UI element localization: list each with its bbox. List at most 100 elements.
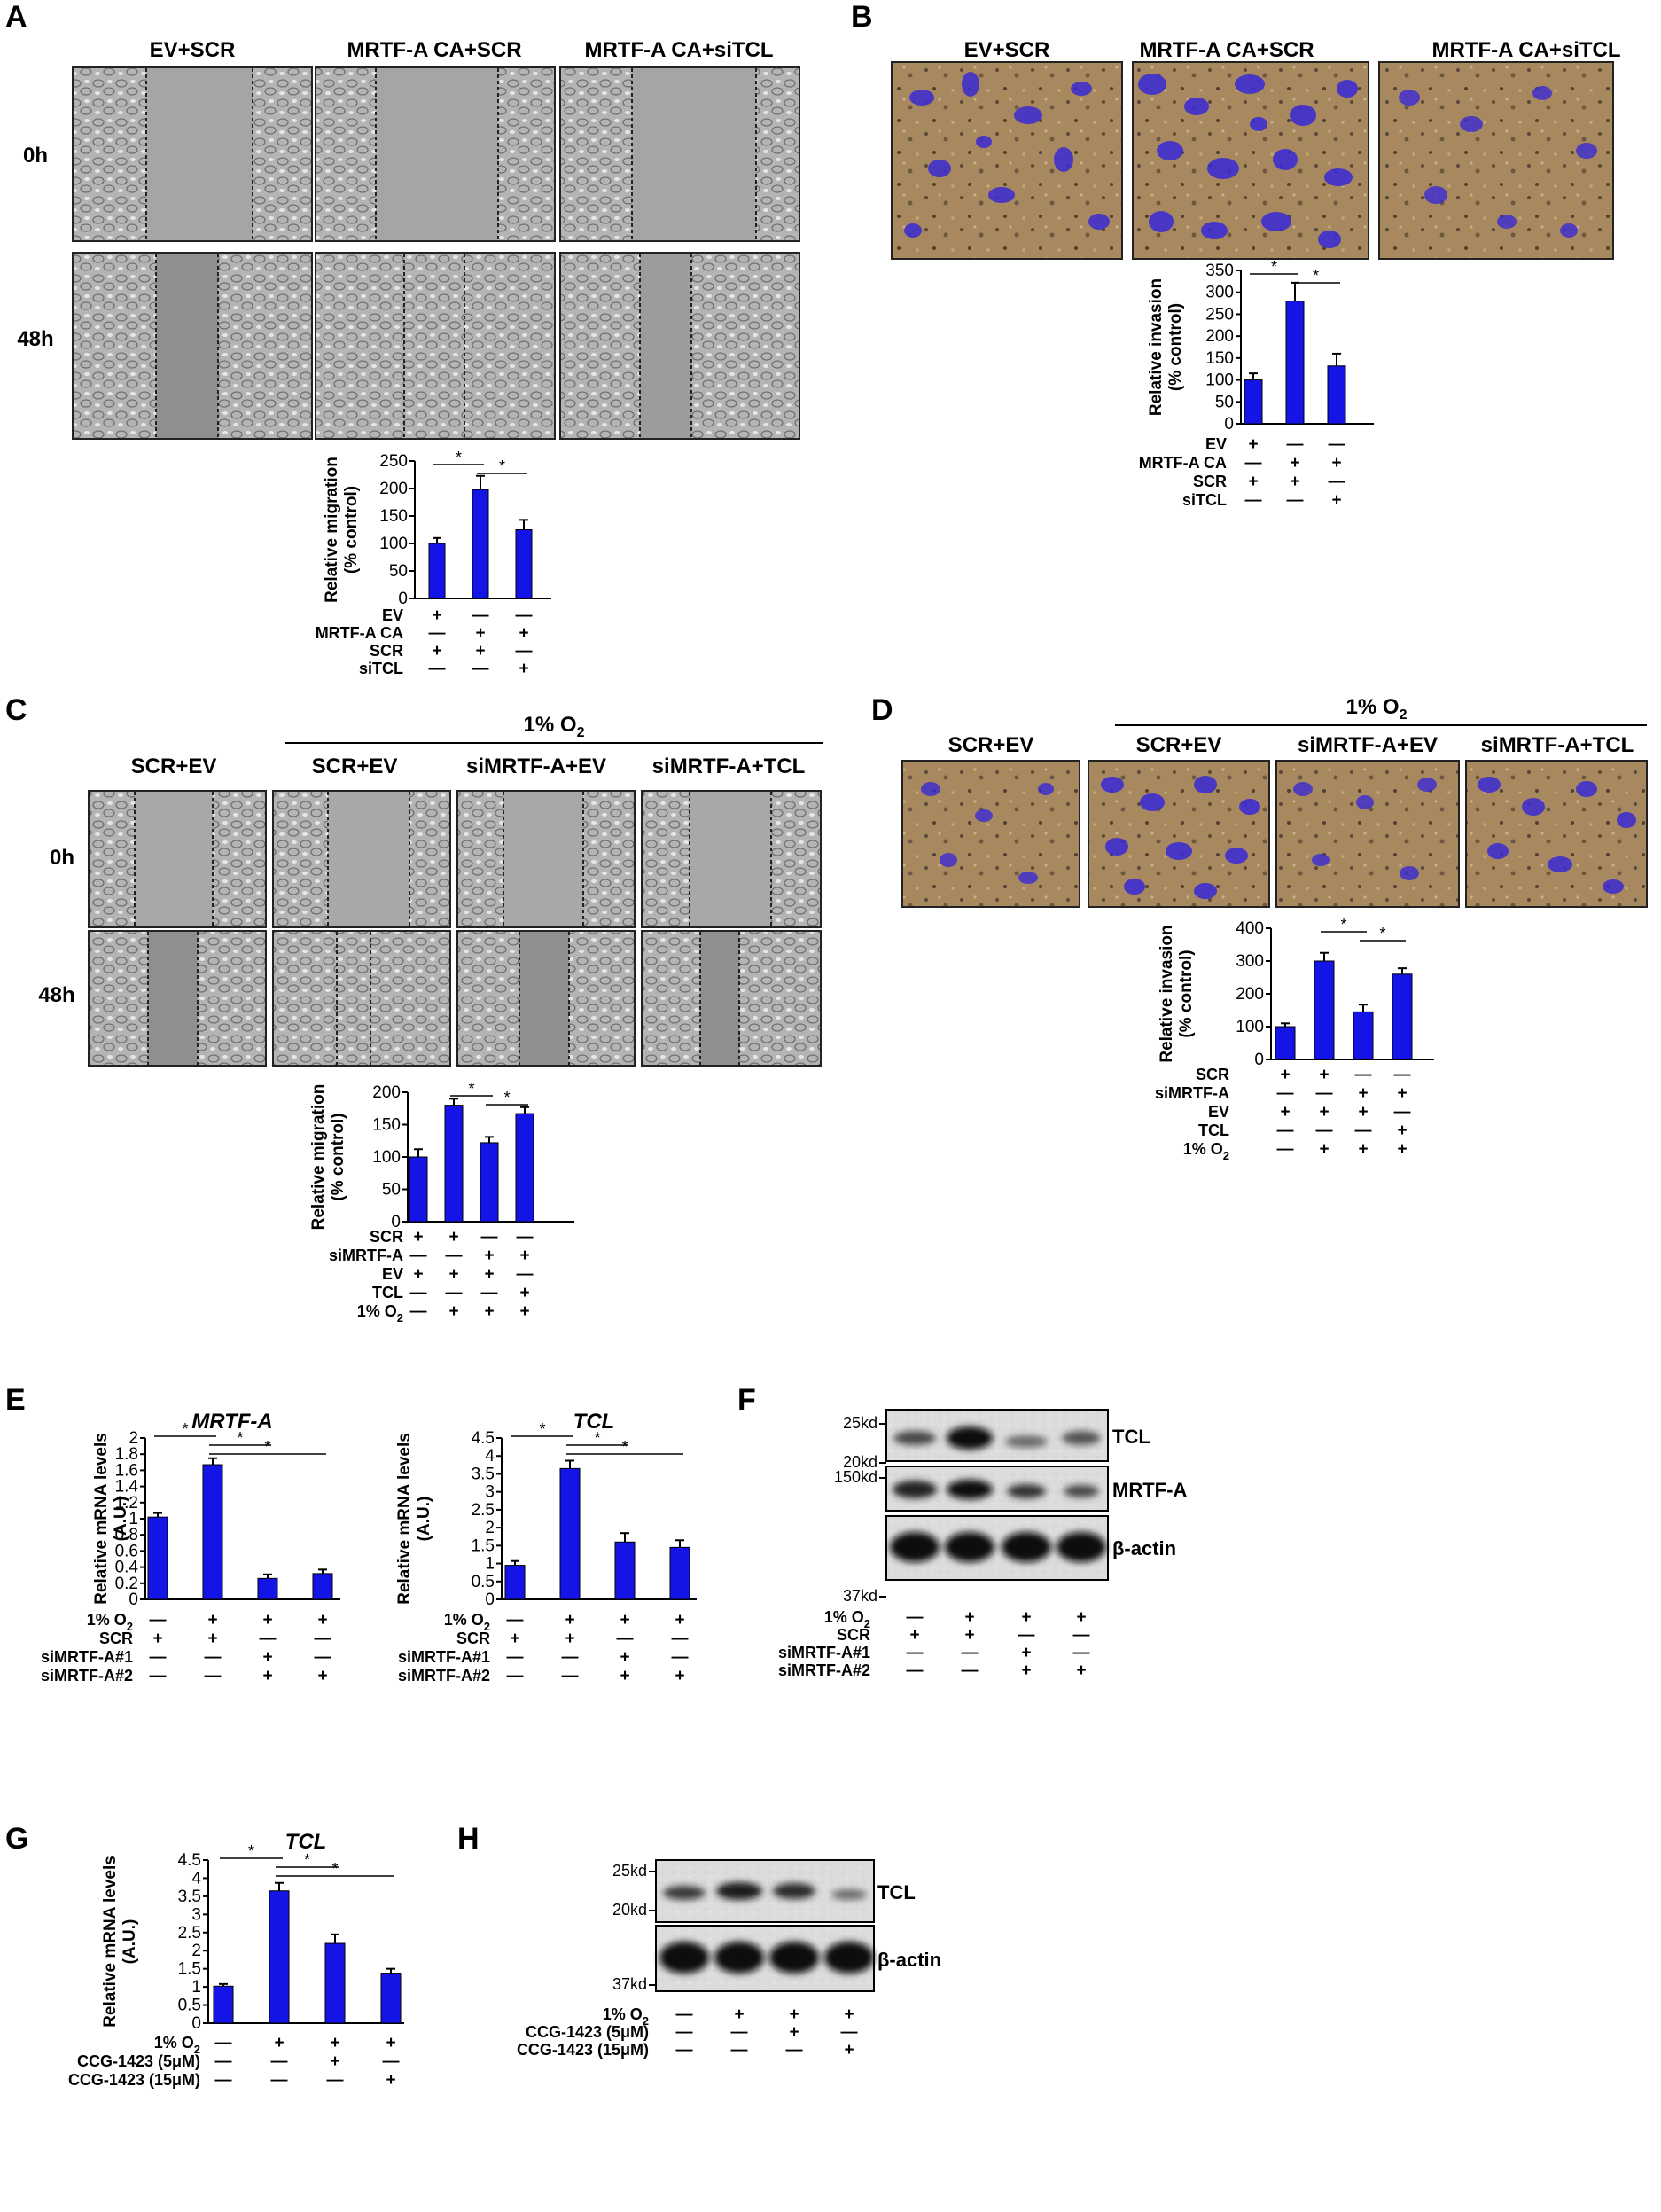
condition-sign: — bbox=[1073, 1644, 1090, 1662]
y-axis-label-line: Relative migration bbox=[309, 1084, 328, 1231]
condition-label: siMRTF-A bbox=[329, 1247, 403, 1264]
condition-sign: — bbox=[676, 2041, 693, 2060]
y-tick-label: 3 bbox=[485, 1483, 495, 1502]
condition-sign: — bbox=[1277, 1140, 1294, 1159]
condition-label: siMRTF-A#1 bbox=[41, 1648, 133, 1666]
condition-label: 1% O2 bbox=[603, 2005, 649, 2028]
bar bbox=[669, 1546, 690, 1600]
scratch-image bbox=[72, 66, 313, 242]
condition-sign: — bbox=[150, 1611, 167, 1630]
condition-sign: — bbox=[215, 2034, 232, 2052]
condition-label: SCR bbox=[1193, 473, 1227, 490]
panel-a-header-2: MRTF-A CA+SCR bbox=[347, 38, 521, 62]
marker-37kd: 37kd bbox=[843, 1587, 877, 1605]
condition-sign: + bbox=[789, 2005, 799, 2024]
y-tick-label: 100 bbox=[379, 535, 408, 553]
panel-c-row-48h: 48h bbox=[38, 983, 74, 1007]
condition-sign: — bbox=[1394, 1066, 1411, 1084]
condition-sign: + bbox=[1280, 1066, 1290, 1084]
condition-label: EV bbox=[382, 1265, 403, 1283]
condition-sign: + bbox=[330, 2052, 339, 2071]
condition-sign: + bbox=[675, 1611, 684, 1630]
panel-c-header-3: siMRTF-A+EV bbox=[466, 754, 606, 778]
y-tick-label: 350 bbox=[1205, 262, 1234, 280]
chart-title: TCL bbox=[285, 1830, 327, 1854]
bar bbox=[559, 1467, 581, 1600]
panel-d-bracket-label: 1% O2 bbox=[1346, 695, 1408, 723]
significance-star: * bbox=[182, 1420, 188, 1438]
condition-sign: + bbox=[386, 2034, 395, 2052]
condition-sign: — bbox=[962, 1644, 979, 1662]
panel-letter-c: C bbox=[5, 693, 27, 727]
y-axis-label-line: Relative mRNA levels bbox=[92, 1433, 111, 1605]
scratch-image bbox=[272, 790, 451, 928]
panel-letter-f: F bbox=[737, 1383, 756, 1417]
condition-sign: + bbox=[448, 1228, 458, 1247]
significance-star: * bbox=[621, 1438, 628, 1456]
condition-sign: — bbox=[676, 2005, 693, 2024]
y-tick-label: 0.5 bbox=[472, 1573, 495, 1591]
condition-label: siTCL bbox=[359, 660, 403, 677]
condition-sign: + bbox=[1076, 1608, 1086, 1627]
y-tick-label: 2 bbox=[485, 1519, 495, 1537]
condition-sign: + bbox=[620, 1648, 629, 1667]
bar bbox=[147, 1516, 168, 1600]
marker-25kd: 25kd bbox=[612, 1862, 647, 1880]
invasion-image bbox=[1088, 760, 1270, 908]
significance-star: * bbox=[1271, 258, 1277, 276]
bar bbox=[257, 1577, 278, 1600]
invasion-image bbox=[1378, 61, 1614, 260]
condition-sign: + bbox=[1021, 1644, 1031, 1662]
y-axis-label-line: (% control) bbox=[1166, 303, 1185, 391]
marker-20kd: 20kd bbox=[612, 1901, 647, 1919]
scratch-image bbox=[641, 790, 822, 928]
y-tick-label: 0 bbox=[398, 590, 408, 608]
condition-sign: + bbox=[964, 1626, 974, 1645]
significance-star: * bbox=[468, 1080, 474, 1098]
y-tick-label: 150 bbox=[372, 1116, 401, 1135]
condition-sign: + bbox=[519, 1247, 529, 1265]
panel-h-condition-table: 1% O2— + + +CCG-1423 (5μM) — — + —CCG-1423 (15μ… bbox=[517, 2005, 858, 2060]
condition-sign: + bbox=[386, 2071, 395, 2090]
condition-sign: — bbox=[150, 1648, 167, 1667]
scratch-image bbox=[88, 790, 267, 928]
condition-label: siMRTF-A#1 bbox=[398, 1648, 490, 1666]
condition-sign: — bbox=[1245, 491, 1262, 510]
significance-star: * bbox=[304, 1851, 310, 1869]
condition-sign: — bbox=[1316, 1084, 1333, 1103]
panel-c-bracket-label: 1% O2 bbox=[524, 713, 585, 740]
chart-e-tcl-mrna: 00.511.522.533.544.5 Relative mRNA levels… bbox=[395, 1410, 697, 1685]
condition-sign: — bbox=[315, 1630, 331, 1648]
condition-sign: — bbox=[429, 660, 446, 678]
condition-label: CCG-1423 (15μM) bbox=[517, 2041, 649, 2059]
y-axis-label: Relative mRNA levels (A.U.) bbox=[92, 1433, 130, 1605]
condition-label: siMRTF-A#2 bbox=[41, 1667, 133, 1684]
condition-sign: — bbox=[205, 1648, 222, 1667]
chart-title: TCL bbox=[573, 1410, 615, 1434]
marker-37kd: 37kd bbox=[612, 1975, 647, 1993]
condition-sign: + bbox=[1021, 1661, 1031, 1680]
condition-label: SCR bbox=[1196, 1066, 1229, 1083]
y-tick-label: 2 bbox=[191, 1942, 201, 1960]
condition-label: SCR bbox=[837, 1626, 870, 1644]
panel-c-header-1: SCR+EV bbox=[131, 754, 217, 778]
condition-sign: — bbox=[1277, 1122, 1294, 1140]
condition-sign: — bbox=[907, 1644, 924, 1662]
condition-sign: — bbox=[1316, 1122, 1333, 1140]
bar bbox=[515, 529, 533, 599]
y-axis-label-line: (A.U.) bbox=[415, 1497, 433, 1542]
bar bbox=[1392, 973, 1413, 1060]
condition-sign: + bbox=[620, 1667, 629, 1685]
condition-sign: + bbox=[262, 1648, 272, 1667]
condition-sign: + bbox=[448, 1265, 458, 1284]
blot-label-mrtf-a: MRTF-A bbox=[1112, 1479, 1187, 1501]
condition-sign: + bbox=[207, 1611, 217, 1630]
condition-sign: + bbox=[675, 1667, 684, 1685]
panel-d-micrographs: 1% O2 SCR+EV SCR+EV siMRTF-A+EV siMRTF-A… bbox=[901, 695, 1648, 908]
y-tick-label: 250 bbox=[1205, 305, 1234, 324]
condition-sign: + bbox=[1331, 491, 1341, 510]
y-axis-label: Relative invasion (% control) bbox=[1158, 925, 1196, 1062]
scratch-image bbox=[315, 66, 556, 242]
condition-label: TCL bbox=[1198, 1122, 1229, 1139]
